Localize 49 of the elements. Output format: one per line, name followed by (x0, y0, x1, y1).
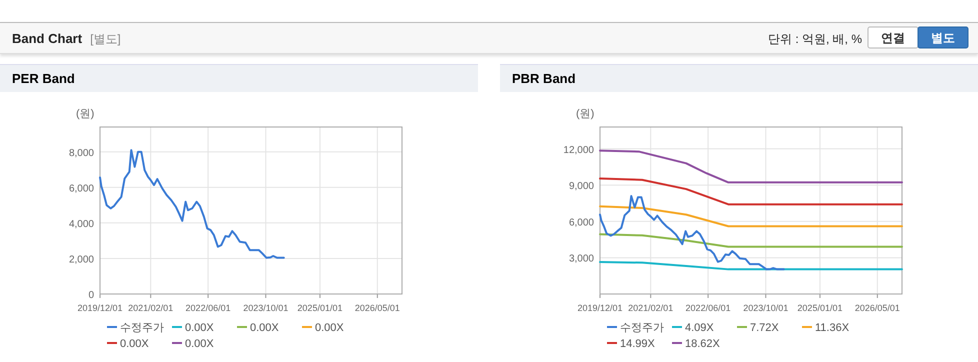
y-tick-label: 8,000 (68, 148, 94, 159)
x-tick-label: 2022/06/01 (186, 303, 231, 313)
text: 연결 (881, 31, 905, 45)
chart-title: PBR Band (500, 64, 978, 92)
legend-label: 0.00X (250, 322, 280, 334)
text: Band Chart (12, 31, 83, 46)
line-series (599, 261, 903, 270)
y-tick-label: 4,000 (68, 218, 94, 230)
x-tick-label: 2025/01/01 (797, 303, 842, 313)
y-tick-label: 6,000 (68, 183, 94, 194)
y-tick-label: 2,000 (68, 254, 94, 266)
legend-label: 14.99X (620, 338, 656, 350)
y-tick-label: 6,000 (568, 217, 594, 228)
text: [별도] (90, 32, 121, 46)
x-tick-label: 2026/05/01 (854, 303, 900, 313)
chart-title: PER Band (0, 64, 478, 92)
y-axis-title: (원) (576, 108, 594, 120)
legend-label: 4.09X (685, 322, 714, 334)
text: 단위 : 억원, 배, % (768, 32, 862, 46)
text: 별도 (931, 31, 955, 45)
legend-label: 0.00X (315, 322, 344, 334)
y-tick-label: 9,000 (568, 181, 594, 192)
y-tick-label: 12,000 (563, 144, 594, 156)
line-series (599, 150, 903, 184)
legend-label: 7.72X (750, 322, 780, 334)
x-tick-label: 2019/12/01 (77, 303, 123, 313)
legend-label: 수정주가 (620, 322, 664, 334)
x-tick-label: 2022/06/01 (686, 303, 731, 313)
y-tick-label: 3,000 (568, 254, 594, 265)
x-tick-label: 2023/10/01 (243, 303, 288, 313)
x-tick-label: 2026/05/01 (354, 303, 400, 313)
legend-label: 0.00X (185, 322, 214, 334)
y-tick-label: 0 (88, 290, 94, 301)
legend-label: 11.36X (815, 322, 850, 334)
x-tick-label: 2019/12/01 (577, 303, 623, 313)
x-tick-label: 2021/02/01 (128, 303, 174, 313)
legend-label: 0.00X (120, 338, 150, 350)
line-series (599, 233, 903, 248)
x-tick-label: 2021/02/01 (628, 303, 674, 313)
legend-label: 0.00X (185, 338, 214, 350)
legend-label: 18.62X (685, 338, 721, 350)
line-series (99, 149, 285, 259)
line-series (599, 194, 785, 270)
line-series (599, 178, 903, 206)
x-tick-label: 2023/10/01 (743, 303, 788, 313)
line-series (599, 205, 903, 228)
y-axis-title: (원) (76, 108, 94, 120)
legend-label: 수정주가 (120, 322, 164, 334)
x-tick-label: 2025/01/01 (297, 303, 342, 313)
